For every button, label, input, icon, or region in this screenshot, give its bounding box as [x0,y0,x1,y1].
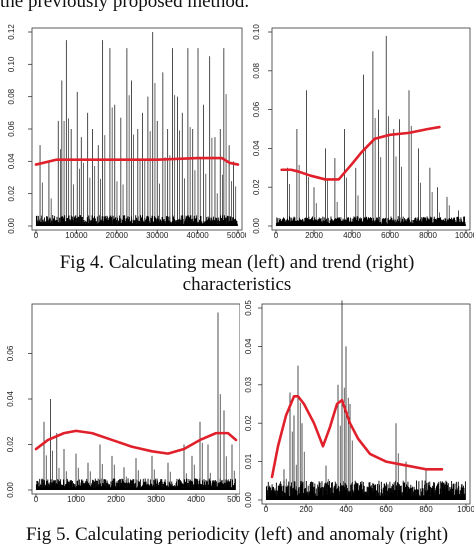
x-tick-label: 5000 [227,495,240,504]
x-tick-label: 4000 [343,231,361,240]
x-tick-label: 200 [299,505,313,514]
x-tick-label: 20000 [106,231,129,240]
y-tick-label: 0.02 [7,185,16,201]
noise-band [35,478,236,490]
x-tick-label: 1000 [457,505,474,514]
fig5-caption: Fig 5. Calculating periodicity (left) an… [25,524,449,545]
x-tick-label: 2000 [305,231,323,240]
y-tick-label: 0.08 [7,88,16,104]
x-tick-label: 6000 [381,231,399,240]
y-tick-label: 0.00 [7,218,16,234]
y-tick-label: 0.04 [7,153,16,169]
y-tick-label: 0.02 [252,179,261,195]
x-tick-label: 1000 [67,495,85,504]
smoothed-curve [34,156,240,166]
y-tick-label: 0.10 [7,56,16,72]
y-tick-label: 0.08 [252,62,261,78]
y-tick-label: 0.00 [6,482,15,498]
y-tick-label: 0.00 [252,218,261,234]
y-tick-label: 0.02 [6,436,15,452]
x-tick-label: 0 [34,495,39,504]
y-tick-label: 0.00 [244,492,253,508]
y-tick-label: 0.06 [7,121,16,137]
fig4-caption-line1: Fig 4. Calculating mean (left) and trend… [59,252,415,273]
x-tick-label: 600 [379,505,393,514]
x-tick-label: 0 [34,231,39,240]
anomaly-chart: 0.00 0.01 0.02 0.03 0.04 0.05 0 200 400 600 800 100… [244,300,474,514]
y-tick-label: 0.06 [6,345,15,361]
x-tick-label: 3000 [147,495,165,504]
mean-chart: 0.00 0.02 0.04 0.06 0.08 0.10 0.12 0 10000 20000 3… [7,24,246,240]
y-tick-label: 0.03 [244,376,253,392]
y-tick-label: 0.04 [244,338,253,354]
x-tick-label: 10000 [455,231,474,240]
x-tick-label: 10000 [65,231,88,240]
y-tick-label: 0.05 [244,300,253,316]
trend-chart: 0.00 0.02 0.04 0.06 0.08 0.10 0 2000 4000 6000 800… [252,24,474,240]
x-tick-label: 40000 [186,231,209,240]
x-tick-label: 8000 [419,231,437,240]
x-tick-label: 4000 [187,495,205,504]
plot-frame [31,27,243,231]
plot-frame [261,303,471,505]
lead-text: the previously proposed method. [0,0,250,12]
x-tick-label: 0 [274,231,279,240]
x-tick-label: 800 [419,505,433,514]
fig4-caption-line2: characteristics [182,274,292,295]
y-tick-label: 0.04 [252,140,261,156]
y-tick-label: 0.12 [7,24,16,40]
smoothed-curve [34,429,238,455]
x-tick-label: 30000 [146,231,169,240]
x-tick-label: 0 [264,505,269,514]
y-tick-label: 0.02 [244,415,253,431]
y-tick-label: 0.06 [252,101,261,117]
plot-frame [271,27,471,231]
smoothed-curve [280,125,441,181]
noise-band [265,480,466,500]
x-tick-label: 400 [339,505,353,514]
y-tick-label: 0.10 [252,24,261,40]
y-tick-label: 0.04 [6,391,15,407]
noise-band [275,216,466,226]
x-tick-label: 2000 [107,495,125,504]
smoothed-curve [270,395,444,479]
periodicity-chart: 0.00 0.02 0.04 0.06 0 1000 2000 3000 4000 5000 [6,303,240,504]
y-tick-label: 0.01 [244,453,253,469]
